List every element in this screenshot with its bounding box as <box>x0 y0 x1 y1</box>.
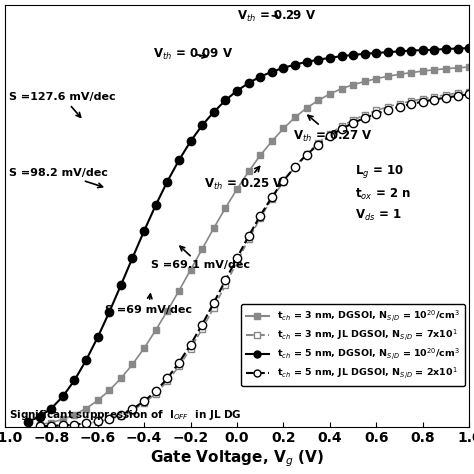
Legend: t$_{ch}$ = 3 nm, DGSOI, N$_{S/D}$ = 10$^{20}$/cm$^3$, t$_{ch}$ = 3 nm, JL DGSOI,: t$_{ch}$ = 3 nm, DGSOI, N$_{S/D}$ = 10$^… <box>241 304 465 386</box>
Text: V$_{th}$ = 0.25 V: V$_{th}$ = 0.25 V <box>204 166 284 192</box>
Text: V$_{th}$ = 0.09 V: V$_{th}$ = 0.09 V <box>154 46 234 62</box>
Text: S =69.1 mV/dec: S =69.1 mV/dec <box>151 246 250 270</box>
Text: Significant suppression of  I$_{OFF}$  in JL DG: Significant suppression of I$_{OFF}$ in … <box>9 409 242 422</box>
Text: L$_g$ = 10
t$_{ox}$ = 2 n
V$_{ds}$ = 1: L$_g$ = 10 t$_{ox}$ = 2 n V$_{ds}$ = 1 <box>356 163 411 223</box>
Text: V$_{th}$ = 0.27 V: V$_{th}$ = 0.27 V <box>293 115 373 144</box>
Text: V$_{th}$ = 0.29 V: V$_{th}$ = 0.29 V <box>237 9 316 24</box>
Text: S =127.6 mV/dec: S =127.6 mV/dec <box>9 91 116 117</box>
Text: S =98.2 mV/dec: S =98.2 mV/dec <box>9 168 108 188</box>
Text: S =69 mV/dec: S =69 mV/dec <box>105 294 191 315</box>
X-axis label: Gate Voltage, V$_g$ (V): Gate Voltage, V$_g$ (V) <box>150 448 324 469</box>
